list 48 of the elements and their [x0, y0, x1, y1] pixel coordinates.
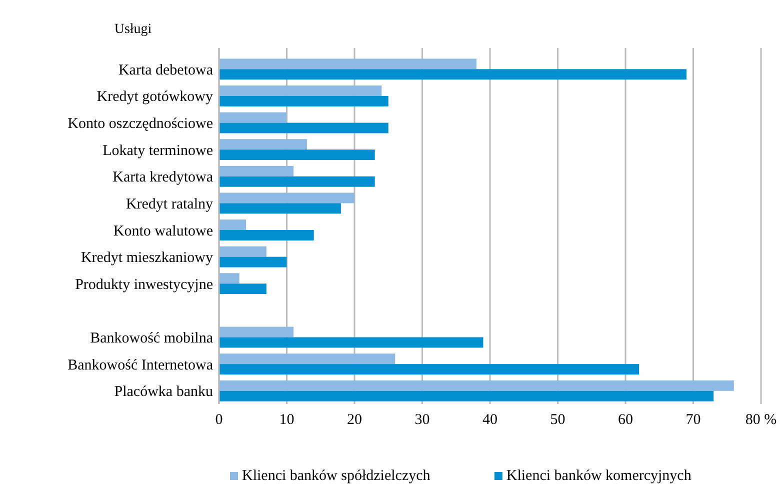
y-tick-label: Kredyt gotówkowy [96, 89, 214, 106]
legend-label: Klienci banków spółdzielczych [242, 468, 431, 484]
bar [219, 96, 388, 106]
y-tick-label: Karta kredytowa [112, 170, 214, 186]
bar [219, 390, 714, 402]
x-tick-label: 80 % [745, 412, 777, 428]
bar [219, 69, 686, 80]
bar [219, 203, 341, 214]
legend-label: Klienci banków komercyjnych [506, 468, 692, 484]
x-tick-label: 30 [414, 412, 430, 428]
bar [219, 122, 388, 134]
bar [219, 176, 375, 187]
y-tick-label: Bankowość Internetowa [68, 357, 214, 374]
bar [219, 166, 294, 176]
y-tick-label: Produkty inwestycyjne [75, 276, 214, 293]
x-tick-label: 20 [347, 412, 362, 428]
x-tick-label: 40 [482, 412, 498, 428]
bar [219, 256, 287, 268]
y-tick-label: Lokaty terminowe [102, 142, 214, 159]
text: Usługi [114, 22, 152, 37]
bar [219, 246, 266, 257]
bar [219, 284, 266, 294]
bar [219, 326, 294, 338]
x-tick-label: 70 [686, 412, 701, 428]
bar [219, 192, 354, 204]
bar [219, 150, 375, 160]
bar [219, 139, 308, 150]
bar [219, 112, 287, 123]
x-tick-label: 50 [550, 412, 566, 428]
y-tick-label: Bankowość mobilna [90, 330, 214, 346]
bar [219, 230, 314, 240]
bar [219, 354, 396, 364]
bar [219, 273, 240, 284]
bar [219, 364, 640, 375]
y-tick-label: Kredyt mieszkaniowy [80, 250, 214, 266]
y-tick-label: Karta debetowa [118, 62, 214, 78]
y-tick-label: Placówka banku [114, 384, 214, 400]
bar [219, 220, 246, 230]
y-tick-label: Konto oszczędnościowe [68, 116, 214, 132]
y-tick-label: Kredyt ratalny [126, 196, 214, 212]
bar [219, 380, 734, 391]
y-tick-label: Konto walutowe [113, 223, 214, 240]
x-tick-label: 60 [618, 412, 633, 428]
bar [219, 85, 382, 96]
bar [219, 58, 476, 70]
x-tick-label: 0 [215, 412, 223, 428]
x-tick-label: 10 [279, 412, 294, 428]
bar [219, 337, 484, 348]
